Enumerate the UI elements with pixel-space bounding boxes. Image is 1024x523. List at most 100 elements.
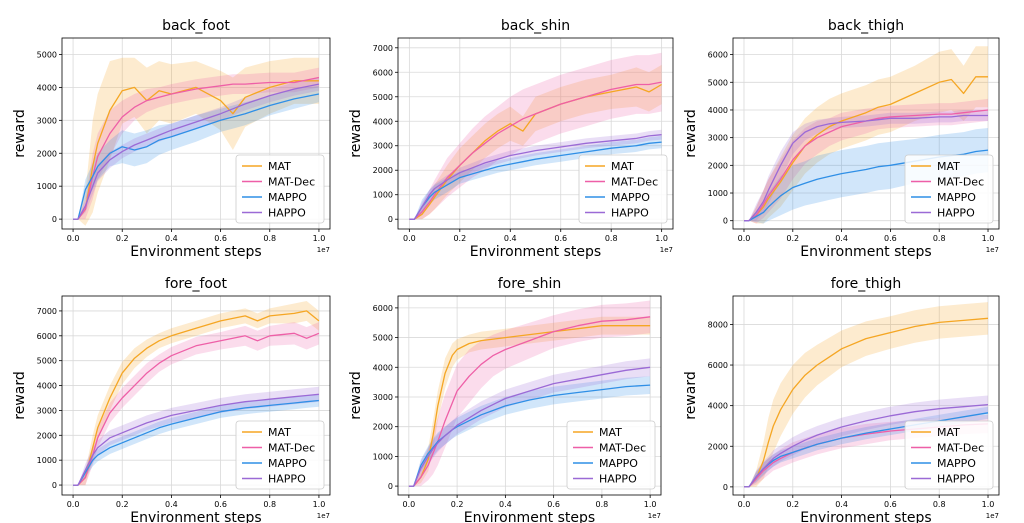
y-tick-label: 3000 [37, 406, 57, 415]
x-axis-label: Environment steps [130, 244, 261, 260]
legend-label: MAT-Dec [937, 176, 984, 189]
line-MAPPO [73, 399, 319, 486]
x-tick-label: 0.2 [453, 234, 466, 243]
y-tick-label: 5000 [37, 357, 57, 366]
line-MAT-Dec [73, 76, 320, 220]
x-tick-label: 0.0 [402, 500, 415, 509]
legend-label: MAT-Dec [937, 442, 984, 455]
x-tick-label: 0.4 [165, 500, 178, 509]
legend: MAT MAT-Dec MAPPO HAPPO [235, 154, 325, 224]
y-tick-label: 6000 [708, 361, 728, 370]
x-tick-label: 1.0 [313, 234, 326, 243]
legend-label: HAPPO [611, 207, 649, 220]
legend-box [578, 154, 668, 224]
x-axis-label: Environment steps [800, 244, 931, 260]
y-tick-label: 1000 [373, 452, 393, 461]
legend-label: HAPPO [268, 473, 306, 486]
legend-label: MAT-Dec [268, 442, 315, 455]
x-tick-label: 0.2 [116, 234, 129, 243]
y-tick-label: 3000 [373, 142, 393, 151]
line-MAT-Dec [409, 81, 662, 220]
line-MAPPO [73, 93, 320, 220]
legend-box [904, 154, 994, 224]
line-MAT [744, 76, 988, 222]
x-tick-label: 0.0 [738, 500, 751, 509]
y-tick-label: 4000 [37, 382, 57, 391]
band-HAPPO [744, 110, 988, 221]
y-tick-label: 6000 [37, 332, 57, 341]
x-tick-label: 0.8 [933, 234, 946, 243]
y-tick-label: 0 [723, 483, 728, 492]
x-tick-label: 0.4 [165, 234, 178, 243]
legend-label: MAPPO [268, 457, 307, 470]
y-tick-label: 4000 [37, 83, 57, 92]
axes-frame [397, 295, 662, 496]
chart-title: back_shin [501, 18, 570, 34]
line-MAT [408, 325, 651, 487]
legend-box [904, 420, 994, 490]
x-multiplier: 1e7 [317, 512, 330, 520]
y-axis-label: reward [12, 371, 28, 420]
legend-box [566, 420, 656, 490]
x-tick-label: 1.0 [982, 234, 995, 243]
band-MAT [408, 316, 651, 487]
legend-label: MAPPO [268, 191, 307, 204]
line-MAT [73, 80, 319, 220]
band-MAT-Dec [73, 67, 319, 220]
legend-label: MAT-Dec [268, 176, 315, 189]
y-tick-label: 5000 [708, 78, 728, 87]
legend-label: MAPPO [937, 191, 976, 204]
band-HAPPO [73, 77, 319, 220]
band-MAT-Dec [73, 322, 319, 486]
y-tick-label: 4000 [708, 402, 728, 411]
y-tick-label: 7000 [373, 44, 393, 53]
band-MAPPO [744, 128, 988, 224]
legend-label: MAPPO [599, 457, 638, 470]
x-tick-label: 0.6 [554, 234, 567, 243]
axes-frame [732, 295, 1000, 496]
x-tick-label: 0.8 [596, 500, 609, 509]
line-MAT [409, 83, 662, 220]
y-axis-label: reward [348, 371, 364, 420]
panel-back_shin: 0 1000 2000 3000 4000 5000 6000 7000 0.0 0.2 0.4 0.… [348, 18, 674, 260]
chart-title: fore_shin [498, 276, 562, 292]
x-tick-label: 0.6 [884, 234, 897, 243]
panel-fore_shin: 0 1000 2000 3000 4000 5000 6000 0.0 0.2 0.4 0.6 0.8… [348, 276, 662, 523]
x-tick-label: 0.4 [835, 500, 848, 509]
y-axis-label: reward [683, 371, 699, 420]
y-tick-label: 3000 [373, 393, 393, 402]
x-multiplier: 1e7 [317, 246, 330, 254]
legend-label: HAPPO [268, 207, 306, 220]
y-tick-label: 1000 [708, 189, 728, 198]
y-tick-label: 2000 [37, 149, 57, 158]
y-tick-label: 5000 [37, 50, 57, 59]
panel-fore_thigh: 0 2000 4000 6000 8000 0.0 0.2 0.4 0.6 0.8 1.0 fore_… [683, 276, 1000, 523]
legend-box [235, 420, 325, 490]
panel-fore_foot: 0 1000 2000 3000 4000 5000 6000 7000 0.0 0.2 0.4 0.… [12, 276, 331, 523]
axes-frame [732, 37, 1000, 230]
x-tick-label: 0.2 [116, 500, 129, 509]
line-MAPPO [408, 384, 651, 487]
legend-box [235, 154, 325, 224]
x-tick-label: 0.0 [403, 234, 416, 243]
line-MAT-Dec [408, 316, 651, 487]
x-tick-label: 0.0 [67, 234, 80, 243]
line-HAPPO [744, 114, 988, 222]
axes-frame [397, 37, 674, 230]
y-tick-label: 5000 [373, 334, 393, 343]
y-tick-label: 5000 [373, 93, 393, 102]
legend-label: HAPPO [599, 473, 637, 486]
y-tick-label: 2000 [373, 423, 393, 432]
y-axis-label: reward [348, 109, 364, 158]
x-tick-label: 0.0 [738, 234, 751, 243]
x-tick-label: 0.2 [786, 234, 799, 243]
legend: MAT MAT-Dec MAPPO HAPPO [235, 420, 325, 490]
y-tick-label: 3000 [37, 116, 57, 125]
legend-label: MAPPO [611, 191, 650, 204]
legend-label: MAT [268, 160, 291, 173]
chart-title: back_thigh [828, 18, 904, 34]
legend: MAT MAT-Dec MAPPO HAPPO [904, 420, 994, 490]
legend-label: HAPPO [937, 473, 975, 486]
x-tick-label: 0.2 [451, 500, 464, 509]
x-tick-label: 0.4 [835, 234, 848, 243]
